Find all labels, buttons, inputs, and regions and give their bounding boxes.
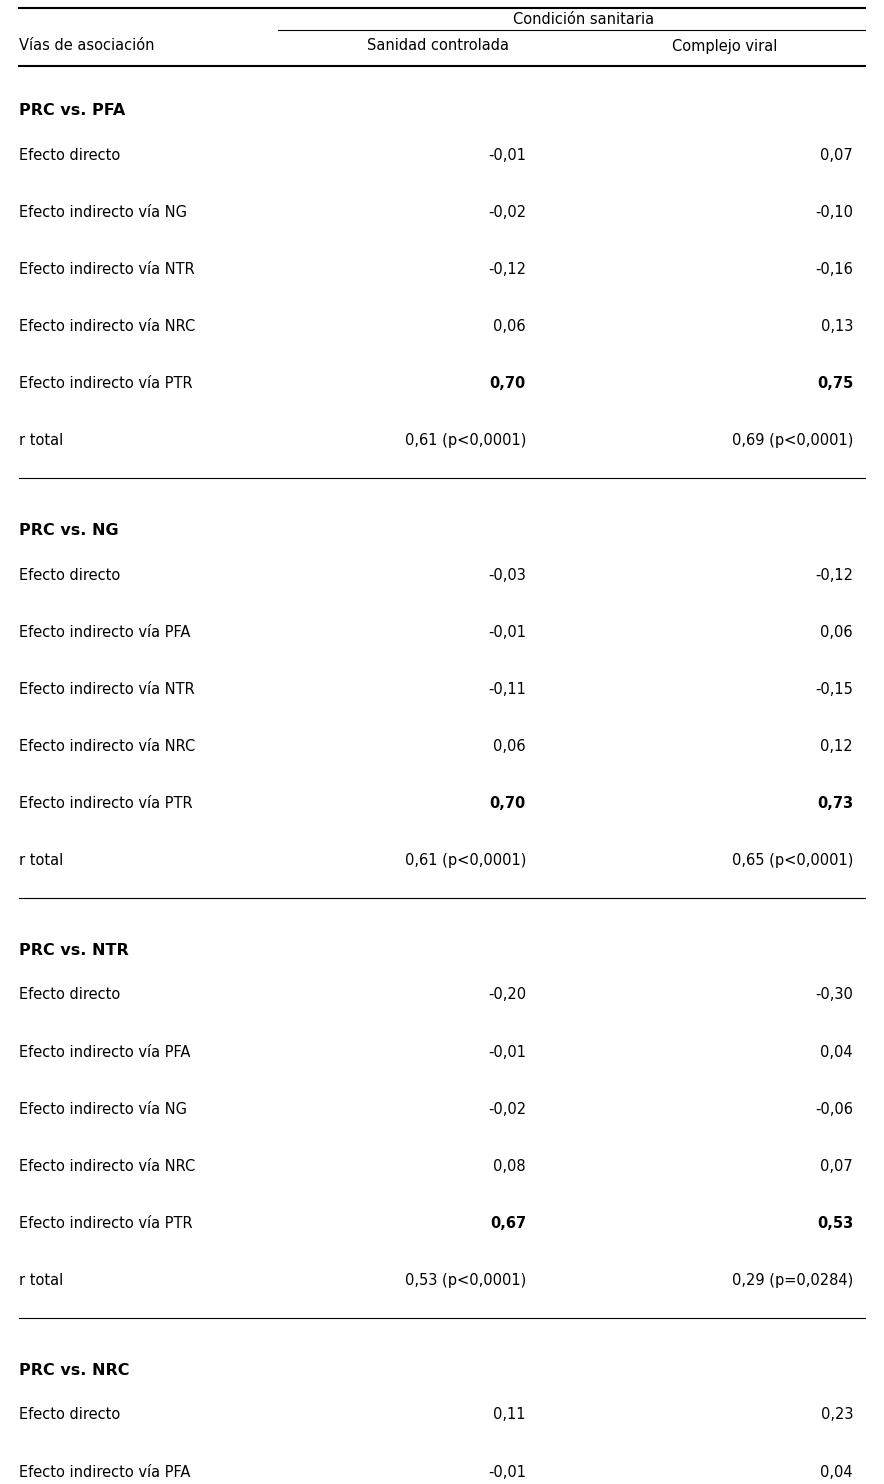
Text: r total: r total [19, 1273, 64, 1288]
Text: -0,11: -0,11 [488, 681, 526, 697]
Text: 0,75: 0,75 [817, 375, 853, 392]
Text: -0,03: -0,03 [488, 567, 526, 583]
Text: Efecto directo: Efecto directo [19, 1407, 121, 1423]
Text: r total: r total [19, 853, 64, 868]
Text: 0,61 (p<0,0001): 0,61 (p<0,0001) [405, 433, 526, 448]
Text: 0,23: 0,23 [820, 1407, 853, 1423]
Text: 0,69 (p<0,0001): 0,69 (p<0,0001) [732, 433, 853, 448]
Text: -0,01: -0,01 [488, 625, 526, 640]
Text: Efecto indirecto vía NTR: Efecto indirecto vía NTR [19, 261, 195, 278]
Text: PRC vs. NG: PRC vs. NG [19, 522, 119, 539]
Text: 0,73: 0,73 [817, 795, 853, 812]
Text: 0,08: 0,08 [493, 1159, 526, 1174]
Text: 0,29 (p=0,0284): 0,29 (p=0,0284) [732, 1273, 853, 1288]
Text: Vías de asociación: Vías de asociación [19, 39, 155, 53]
Text: 0,11: 0,11 [493, 1407, 526, 1423]
Text: -0,15: -0,15 [815, 681, 853, 697]
Text: Efecto indirecto vía PFA: Efecto indirecto vía PFA [19, 1045, 191, 1060]
Text: Efecto indirecto vía PTR: Efecto indirecto vía PTR [19, 1215, 193, 1232]
Text: PRC vs. NTR: PRC vs. NTR [19, 942, 129, 959]
Text: r total: r total [19, 433, 64, 448]
Text: -0,16: -0,16 [815, 261, 853, 278]
Text: -0,01: -0,01 [488, 1045, 526, 1060]
Text: 0,13: 0,13 [820, 319, 853, 334]
Text: 0,67: 0,67 [490, 1215, 526, 1232]
Text: 0,06: 0,06 [820, 625, 853, 640]
Text: 0,07: 0,07 [820, 147, 853, 163]
Text: 0,06: 0,06 [493, 319, 526, 334]
Text: 0,70: 0,70 [490, 375, 526, 392]
Text: Efecto indirecto vía NTR: Efecto indirecto vía NTR [19, 681, 195, 697]
Text: Efecto directo: Efecto directo [19, 567, 121, 583]
Text: Complejo viral: Complejo viral [672, 39, 778, 53]
Text: 0,04: 0,04 [820, 1465, 853, 1480]
Text: 0,70: 0,70 [490, 795, 526, 812]
Text: -0,02: -0,02 [488, 205, 526, 220]
Text: -0,12: -0,12 [815, 567, 853, 583]
Text: 0,04: 0,04 [820, 1045, 853, 1060]
Text: PRC vs. NRC: PRC vs. NRC [19, 1362, 130, 1379]
Text: -0,06: -0,06 [815, 1101, 853, 1117]
Text: Efecto directo: Efecto directo [19, 147, 121, 163]
Text: 0,07: 0,07 [820, 1159, 853, 1174]
Text: Efecto directo: Efecto directo [19, 987, 121, 1003]
Text: Efecto indirecto vía PFA: Efecto indirecto vía PFA [19, 625, 191, 640]
Text: -0,30: -0,30 [815, 987, 853, 1003]
Text: 0,06: 0,06 [493, 739, 526, 754]
Text: Sanidad controlada: Sanidad controlada [367, 39, 508, 53]
Text: Efecto indirecto vía PTR: Efecto indirecto vía PTR [19, 375, 193, 392]
Text: -0,12: -0,12 [488, 261, 526, 278]
Text: Efecto indirecto vía PTR: Efecto indirecto vía PTR [19, 795, 193, 812]
Text: PRC vs. PFA: PRC vs. PFA [19, 102, 126, 119]
Text: 0,53 (p<0,0001): 0,53 (p<0,0001) [405, 1273, 526, 1288]
Text: 0,65 (p<0,0001): 0,65 (p<0,0001) [732, 853, 853, 868]
Text: 0,12: 0,12 [820, 739, 853, 754]
Text: Efecto indirecto vía NG: Efecto indirecto vía NG [19, 205, 187, 220]
Text: Efecto indirecto vía NRC: Efecto indirecto vía NRC [19, 1159, 195, 1174]
Text: 0,53: 0,53 [817, 1215, 853, 1232]
Text: -0,02: -0,02 [488, 1101, 526, 1117]
Text: Efecto indirecto vía NG: Efecto indirecto vía NG [19, 1101, 187, 1117]
Text: Efecto indirecto vía NRC: Efecto indirecto vía NRC [19, 739, 195, 754]
Text: -0,20: -0,20 [488, 987, 526, 1003]
Text: Efecto indirecto vía NRC: Efecto indirecto vía NRC [19, 319, 195, 334]
Text: -0,10: -0,10 [815, 205, 853, 220]
Text: -0,01: -0,01 [488, 147, 526, 163]
Text: -0,01: -0,01 [488, 1465, 526, 1480]
Text: 0,61 (p<0,0001): 0,61 (p<0,0001) [405, 853, 526, 868]
Text: Efecto indirecto vía PFA: Efecto indirecto vía PFA [19, 1465, 191, 1480]
Text: Condición sanitaria: Condición sanitaria [513, 12, 654, 28]
